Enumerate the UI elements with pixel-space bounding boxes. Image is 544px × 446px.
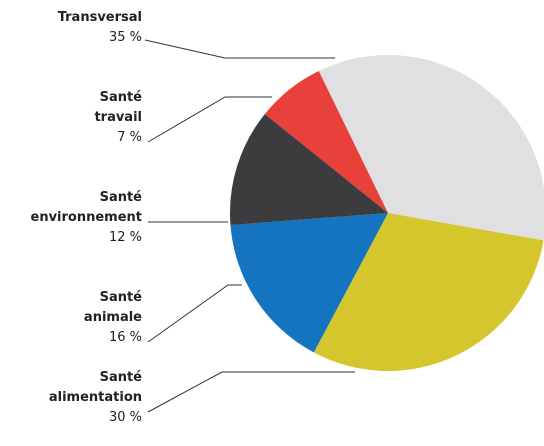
category-name: Transversal bbox=[57, 10, 142, 25]
value-label: 16 % bbox=[108, 330, 142, 345]
category-name: Santé travail bbox=[94, 90, 142, 125]
leader-line bbox=[144, 39, 335, 59]
value-label: 7 % bbox=[117, 130, 142, 145]
slice-label: Santé environnement 12 % bbox=[31, 188, 143, 248]
category-name: Santé animale bbox=[83, 290, 142, 325]
slice-label: Transversal 35 % bbox=[58, 8, 142, 48]
value-label: 30 % bbox=[108, 410, 142, 425]
pie-slice bbox=[230, 213, 388, 353]
pie-slice bbox=[229, 113, 388, 226]
slice-label: Santé travail 7 % bbox=[94, 88, 142, 148]
leader-line bbox=[147, 284, 242, 343]
category-name: Santé environnement bbox=[30, 190, 143, 225]
value-label: 12 % bbox=[108, 230, 142, 245]
category-name: Santé alimentation bbox=[48, 370, 143, 405]
value-label: 35 % bbox=[108, 30, 142, 45]
slice-label: Santé animale 16 % bbox=[84, 288, 142, 348]
leader-line bbox=[147, 96, 272, 143]
pie-slice bbox=[318, 54, 544, 241]
slice-label: Santé alimentation 30 % bbox=[49, 368, 142, 428]
leader-line bbox=[147, 371, 355, 413]
pie-slice bbox=[313, 213, 544, 371]
pie-slice bbox=[264, 70, 388, 213]
